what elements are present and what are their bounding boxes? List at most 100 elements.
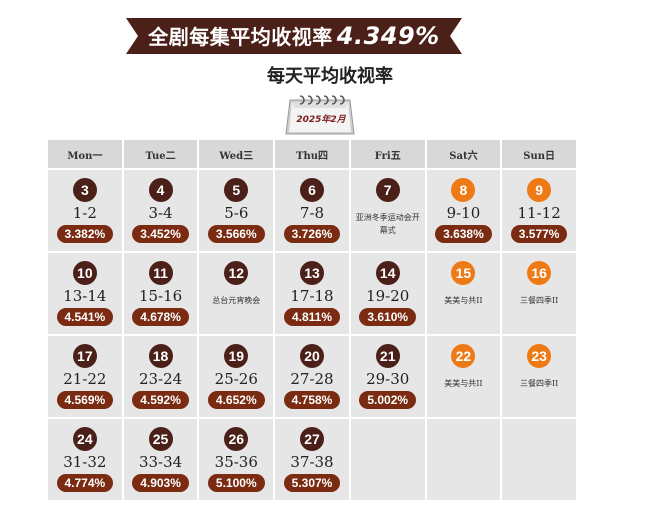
weekday-header: Fri五 (350, 140, 425, 168)
calendar-day-cell: 25 33-34 4.903% (123, 419, 198, 500)
episode-range: 37-38 (290, 453, 334, 471)
program-note: 美美与共II (444, 296, 483, 305)
episode-range: 35-36 (214, 453, 258, 471)
day-number: 15 (451, 261, 476, 285)
day-number: 7 (375, 178, 400, 202)
day-number: 26 (224, 427, 249, 451)
banner-ribbon (126, 18, 462, 54)
calendar-day-cell: 4 3-4 3.452% (123, 170, 198, 251)
rating-badge: 3.382% (56, 225, 114, 243)
day-number: 6 (299, 178, 324, 202)
calendar-icon (285, 95, 355, 135)
episode-range: 17-18 (290, 287, 334, 305)
rating-badge: 4.811% (283, 308, 341, 326)
rating-badge: 3.610% (359, 308, 417, 326)
calendar-day-cell: 3 1-2 3.382% (48, 170, 122, 251)
rating-badge: 4.569% (56, 391, 114, 409)
calendar-day-cell: 6 7-8 3.726% (275, 170, 349, 251)
episode-range: 15-16 (138, 287, 183, 305)
calendar-day-cell: 18 23-24 4.592% (123, 336, 198, 417)
episode-range: 7-8 (299, 204, 325, 222)
day-number: 22 (451, 344, 476, 368)
calendar-label: 2025年2月 (296, 115, 346, 125)
weekday-header: Tue二 (123, 140, 198, 168)
calendar-day-cell: 20 27-28 4.758% (275, 336, 349, 417)
day-number: 16 (527, 261, 552, 285)
calendar-day-cell: 13 17-18 4.811% (275, 253, 349, 334)
calendar-day-cell: 16 三餐四季II (502, 253, 576, 334)
banner-value: 4.349% (336, 22, 440, 50)
calendar-day-cell: 11 15-16 4.678% (123, 253, 198, 334)
day-number: 21 (375, 344, 400, 368)
title-banner: 全剧每集平均收视率 4.349% (126, 14, 462, 58)
calendar-day-cell: 10 13-14 4.541% (48, 253, 122, 334)
weekday-header: Wed三 (199, 140, 274, 168)
calendar-day-cell: 21 29-30 5.002% (350, 336, 425, 417)
weekday-header: Sun日 (502, 140, 576, 168)
rating-badge: 5.100% (207, 474, 265, 492)
episode-range: 25-26 (214, 370, 258, 388)
episode-range: 13-14 (63, 287, 107, 305)
day-number: 3 (72, 178, 97, 202)
calendar-day-cell: 7 亚洲冬季运动会开幕式 (350, 170, 425, 251)
day-number: 18 (148, 344, 173, 368)
calendar-day-cell: 15 美美与共II (426, 253, 501, 334)
calendar-day-cell: 27 37-38 5.307% (275, 419, 349, 500)
rating-badge: 4.774% (56, 474, 114, 492)
calendar-day-cell: 23 三餐四季II (502, 336, 576, 417)
weekday-header: Sat六 (426, 140, 501, 168)
day-number: 11 (148, 261, 173, 285)
day-number: 12 (224, 261, 249, 285)
episode-range: 9-10 (446, 204, 481, 222)
rating-badge: 3.577% (510, 225, 568, 243)
day-number: 9 (527, 178, 552, 202)
calendar-day-cell: 17 21-22 4.569% (48, 336, 122, 417)
page-subtitle: 每天平均收视率 (267, 66, 393, 87)
episode-range: 19-20 (366, 287, 410, 305)
program-note: 亚洲冬季运动会开幕式 (355, 213, 420, 235)
day-number: 13 (299, 261, 324, 285)
calendar-day-cell: 22 美美与共II (426, 336, 501, 417)
rating-badge: 4.903% (132, 474, 189, 492)
calendar-day-cell: 8 9-10 3.638% (426, 170, 501, 251)
rating-badge: 3.452% (132, 225, 189, 243)
calendar-grid: Mon一 Tue二 Wed三 Thu四 Fri五 Sat六 Sun日 3 1-2 3.382% 4 3… (48, 140, 576, 500)
rating-badge: 5.307% (283, 474, 341, 492)
calendar-day-cell: 26 35-36 5.100% (199, 419, 274, 500)
day-number: 19 (224, 344, 249, 368)
calendar-day-cell (350, 419, 425, 500)
rating-badge: 4.652% (207, 391, 265, 409)
program-note: 美美与共II (444, 379, 483, 388)
day-number: 25 (148, 427, 173, 451)
program-note: 总台元宵晚会 (212, 296, 261, 305)
weekday-header: Thu四 (275, 140, 349, 168)
calendar-day-cell: 19 25-26 4.652% (199, 336, 274, 417)
episode-range: 3-4 (148, 204, 173, 222)
rating-badge: 4.592% (132, 391, 189, 409)
day-number: 5 (224, 178, 249, 202)
rating-badge: 3.726% (283, 225, 341, 243)
program-note: 三餐四季II (519, 379, 559, 388)
episode-range: 5-6 (224, 204, 249, 222)
calendar-day-cell: 5 5-6 3.566% (199, 170, 274, 251)
episode-range: 27-28 (290, 370, 334, 388)
rating-badge: 4.678% (132, 308, 189, 326)
episode-range: 11-12 (517, 204, 561, 222)
calendar-day-cell: 14 19-20 3.610% (350, 253, 425, 334)
episode-range: 1-2 (72, 204, 97, 222)
rating-badge: 3.638% (435, 225, 492, 243)
day-number: 20 (299, 344, 324, 368)
weekday-header: Mon一 (48, 140, 122, 168)
day-number: 17 (72, 344, 97, 368)
rating-badge: 4.758% (283, 391, 341, 409)
rating-badge: 4.541% (56, 308, 114, 326)
rating-badge: 5.002% (359, 391, 417, 409)
program-note: 三餐四季II (519, 296, 559, 305)
episode-range: 33-34 (138, 453, 183, 471)
calendar-day-cell: 9 11-12 3.577% (502, 170, 576, 251)
episode-range: 29-30 (366, 370, 410, 388)
day-number: 23 (527, 344, 552, 368)
day-number: 14 (375, 261, 400, 285)
episode-range: 21-22 (63, 370, 107, 388)
day-number: 24 (72, 427, 97, 451)
